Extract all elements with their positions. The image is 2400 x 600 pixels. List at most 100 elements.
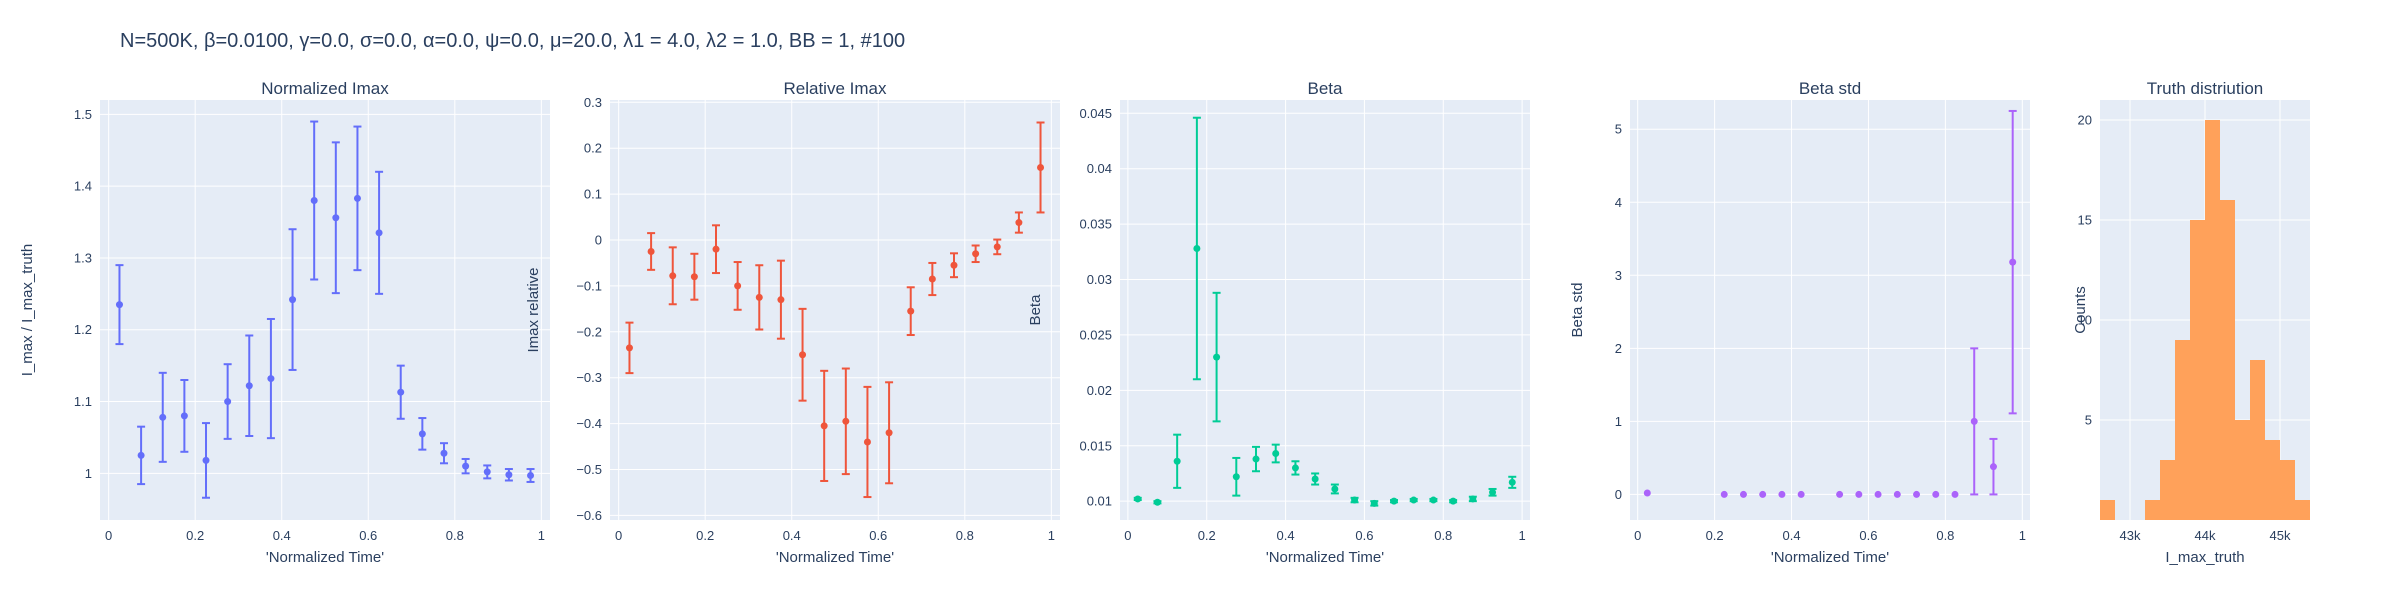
panel-1-data-point: [527, 471, 535, 479]
panel-5-histogram-bar: [2160, 460, 2175, 520]
panel-2-data-point: [647, 247, 655, 255]
panel-1-data-point: [289, 296, 297, 304]
panel-3-data-point: [1370, 499, 1378, 507]
panel-5-histogram-bar: [2145, 500, 2160, 520]
panel-4-data-point: [1970, 417, 1978, 425]
panel-1-data-point: [202, 456, 210, 464]
panel-1-x-tick-label: 0.8: [446, 528, 464, 543]
panel-5-x-axis-label: I_max_truth: [2165, 549, 2244, 566]
panel-4-x-tick-label: 0.4: [1782, 528, 1800, 543]
panel-5-y-tick-label: 10: [2078, 313, 2092, 328]
panel-2-x-tick-label: 0.8: [956, 528, 974, 543]
panel-2-plot-area: [610, 100, 1060, 520]
panel-5-histogram-bar: [2265, 440, 2280, 520]
panel-4-data-point: [1951, 490, 1959, 498]
panel-1-x-tick-label: 0: [105, 528, 112, 543]
panel-3-y-tick-label: 0.03: [1087, 272, 1112, 287]
panel-1-data-point: [245, 382, 253, 390]
panel-3-x-axis-label: 'Normalized Time': [1266, 549, 1384, 566]
panel-3-x-tick-label: 0.6: [1355, 528, 1373, 543]
panel-1-data-point: [332, 214, 340, 222]
panel-3-data-point: [1153, 498, 1161, 506]
panel-5-histogram-bar: [2100, 500, 2115, 520]
panel-2-y-tick-label: 0.1: [584, 187, 602, 202]
panel-1-data-point: [180, 412, 188, 420]
panel-2-data-point: [820, 422, 828, 430]
panel-5-y-tick-label: 5: [2085, 413, 2092, 428]
panel-4-y-tick-label: 3: [1615, 268, 1622, 283]
panel-3-y-tick-label: 0.045: [1079, 106, 1112, 121]
panel-1-data-point: [115, 301, 123, 309]
panel-3-data-point: [1173, 457, 1181, 465]
main-title: N=500K, β=0.0100, γ=0.0, σ=0.0, α=0.0, ψ…: [120, 30, 906, 52]
panel-2-y-tick-label: 0.3: [584, 95, 602, 110]
panel-5-x-tick-label: 44k: [2195, 528, 2216, 543]
panel-5-histogram-bar: [2250, 360, 2265, 520]
panel-5-histogram-bar: [2295, 500, 2310, 520]
panel-3-data-point: [1410, 496, 1418, 504]
panel-2-x-tick-label: 0.2: [696, 528, 714, 543]
panel-4-data-point: [1932, 490, 1940, 498]
panel-1-data-point: [375, 229, 383, 237]
panel-4-data-point: [1720, 490, 1728, 498]
panel-3-x-tick-label: 0.4: [1277, 528, 1295, 543]
panel-4-data-point: [1874, 490, 1882, 498]
panel-1-data-point: [462, 462, 470, 470]
panel-3-data-point: [1331, 485, 1339, 493]
panel-4-x-tick-label: 0: [1634, 528, 1641, 543]
panel-2-y-tick-label: −0.1: [576, 278, 602, 293]
panel-1-y-tick-label: 1.2: [74, 322, 92, 337]
panel-1-x-tick-label: 0.4: [273, 528, 291, 543]
panel-3-x-tick-label: 1: [1518, 528, 1525, 543]
panel-3-y-axis-label: Beta: [1027, 294, 1044, 326]
panel-4-x-tick-label: 0.8: [1936, 528, 1954, 543]
panel-2-y-tick-label: −0.3: [576, 370, 602, 385]
panel-4-x-tick-label: 0.2: [1706, 528, 1724, 543]
panel-2-y-tick-label: 0: [595, 233, 602, 248]
panel-3-x-tick-label: 0: [1124, 528, 1131, 543]
panel-1-title: Normalized Imax: [261, 79, 389, 98]
panel-4-data-point: [1643, 489, 1651, 497]
panel-4-y-tick-label: 1: [1615, 414, 1622, 429]
panel-2-data-point: [885, 429, 893, 437]
panel-4-x-axis-label: 'Normalized Time': [1771, 549, 1889, 566]
panel-3-data-point: [1272, 450, 1280, 458]
panel-2-data-point: [928, 275, 936, 283]
panel-1-data-point: [418, 430, 426, 438]
panel-2-data-point: [863, 438, 871, 446]
panel-3-data-point: [1291, 464, 1299, 472]
panel-4-plot-area: [1630, 100, 2030, 520]
panel-5-histogram-bar: [2220, 200, 2235, 520]
panel-3-y-tick-label: 0.04: [1087, 161, 1112, 176]
panel-4-data-point: [1855, 490, 1863, 498]
panel-4-data-point: [1893, 490, 1901, 498]
panel-3-y-tick-label: 0.015: [1079, 438, 1112, 453]
panel-3-plot-area: [1120, 100, 1530, 520]
panel-1-y-axis-label: I_max / I_max_truth: [19, 244, 36, 377]
panel-4-data-point: [1759, 490, 1767, 498]
panel-4-data-point: [1797, 490, 1805, 498]
panel-3-data-point: [1449, 497, 1457, 505]
panel-4-title: Beta std: [1799, 79, 1861, 98]
panel-4-data-point: [1989, 463, 1997, 471]
panel-5-histogram-bar: [2190, 220, 2205, 520]
panel-4-y-tick-label: 2: [1615, 341, 1622, 356]
panel-4-data-point: [1836, 490, 1844, 498]
panel-1-data-point: [483, 468, 491, 476]
panel-2-data-point: [625, 344, 633, 352]
panel-1-y-tick-label: 1: [85, 466, 92, 481]
panel-4-y-axis-label: Beta std: [1569, 282, 1586, 337]
panel-4-data-point: [1739, 490, 1747, 498]
panel-2-y-tick-label: −0.5: [576, 462, 602, 477]
panel-1-y-tick-label: 1.3: [74, 250, 92, 265]
panel-5-x-tick-label: 43k: [2120, 528, 2141, 543]
panel-5-y-axis-label: Counts: [2072, 286, 2089, 334]
panel-3-data-point: [1351, 496, 1359, 504]
panel-2-data-point: [950, 261, 958, 269]
panel-5-y-tick-label: 20: [2078, 113, 2092, 128]
panel-4-x-tick-label: 0.6: [1859, 528, 1877, 543]
panel-1-x-tick-label: 0.6: [359, 528, 377, 543]
panel-3-x-tick-label: 0.2: [1198, 528, 1216, 543]
panel-1-data-point: [397, 388, 405, 396]
panel-1-data-point: [310, 197, 318, 205]
